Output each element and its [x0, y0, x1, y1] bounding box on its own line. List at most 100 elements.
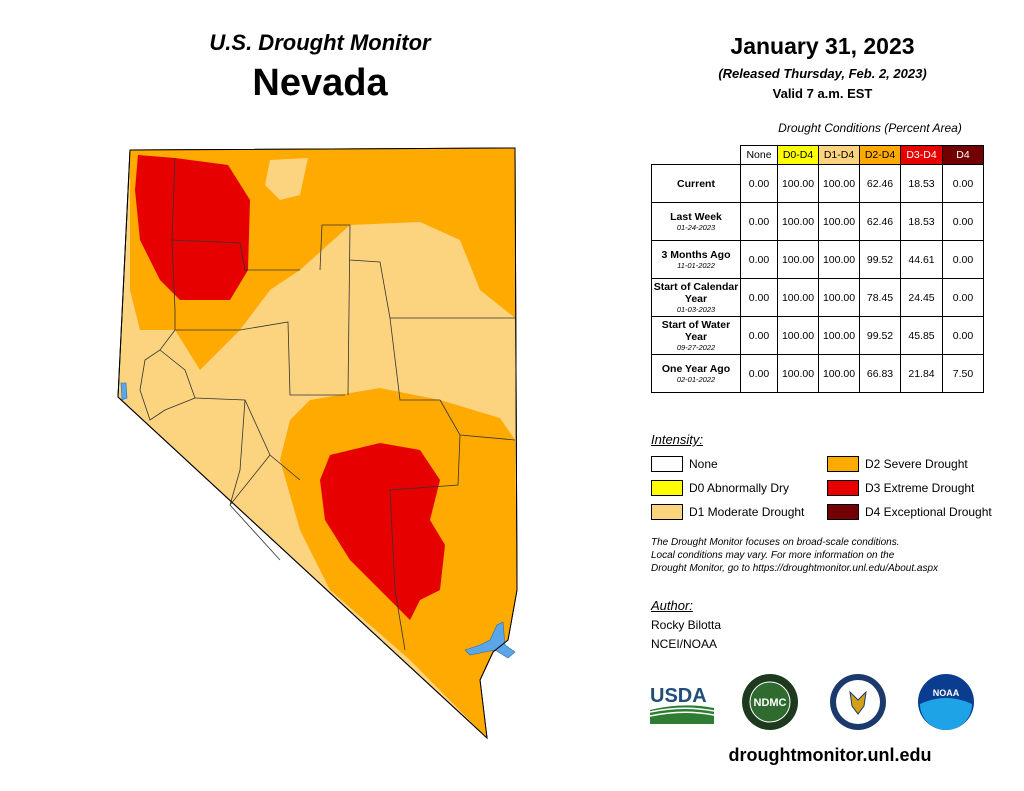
- cell: 100.00: [777, 278, 819, 317]
- cell: 0.00: [740, 354, 778, 393]
- cell: 99.52: [859, 240, 901, 279]
- col-d3-d4: D3-D4: [900, 145, 943, 165]
- col-d1-d4: D1-D4: [818, 145, 860, 165]
- nevada-drought-map: [117, 147, 518, 740]
- cell: 0.00: [740, 164, 778, 203]
- legend-swatch-d0: [651, 480, 683, 496]
- map-date: January 31, 2023: [730, 33, 915, 59]
- usda-logo: USDA: [649, 685, 715, 724]
- cell: 100.00: [818, 354, 860, 393]
- cell: 62.46: [859, 202, 901, 241]
- row-date: 01-24-2023: [676, 223, 716, 232]
- cell: 78.45: [859, 278, 901, 317]
- cell: 24.45: [900, 278, 943, 317]
- legend-swatch-d3: [827, 480, 859, 496]
- d3-south-region: [320, 443, 445, 620]
- row-label: 3 Months Ago 11-01-2022: [651, 240, 741, 279]
- col-d2-d4: D2-D4: [859, 145, 901, 165]
- cell: 45.85: [900, 316, 943, 355]
- legend-label-d4: D4 Exceptional Drought: [865, 505, 992, 519]
- row-label: Start of Calendar Year 01-03-2023: [651, 278, 741, 317]
- d3-north-region: [135, 155, 250, 300]
- valid-time: Valid 7 a.m. EST: [772, 86, 873, 101]
- table-row: Current 0.00 100.00 100.00 62.46 18.53 0…: [651, 164, 984, 203]
- legend-title: Intensity:: [651, 432, 704, 447]
- note-line: The Drought Monitor focuses on broad-sca…: [651, 537, 900, 548]
- cell: 0.00: [942, 278, 984, 317]
- cell: 100.00: [818, 240, 860, 279]
- legend-label-none: None: [689, 457, 718, 471]
- author-title: Author:: [651, 598, 693, 613]
- cell: 100.00: [818, 202, 860, 241]
- table-caption: Drought Conditions (Percent Area): [778, 121, 962, 135]
- legend-swatch-d1: [651, 504, 683, 520]
- legend-label-d2: D2 Severe Drought: [865, 457, 968, 471]
- lake-tahoe: [120, 382, 128, 401]
- row-date: 11-01-2022: [677, 261, 715, 270]
- lake-mead: [464, 621, 516, 659]
- row-label: Last Week 01-24-2023: [651, 202, 741, 241]
- col-d0-d4: D0-D4: [777, 145, 819, 165]
- table-corner: [652, 146, 741, 165]
- cell: 0.00: [942, 240, 984, 279]
- table-header-row: None D0-D4 D1-D4 D2-D4 D3-D4 D4: [652, 145, 984, 165]
- row-date: 09-27-2022: [676, 343, 716, 352]
- cell: 100.00: [777, 202, 819, 241]
- noaa-logo: NOAA: [918, 674, 974, 730]
- legend-swatch-d2: [827, 456, 859, 472]
- cell: 0.00: [740, 202, 778, 241]
- legend-swatch-none: [651, 456, 683, 472]
- monitor-title: U.S. Drought Monitor: [209, 30, 431, 55]
- ndmc-logo-text: NDMC: [754, 697, 787, 709]
- cell: 66.83: [859, 354, 901, 393]
- cell: 100.00: [777, 354, 819, 393]
- state-title: Nevada: [252, 62, 388, 104]
- ndmc-logo: NDMC: [742, 674, 798, 730]
- cell: 21.84: [900, 354, 943, 393]
- site-link[interactable]: droughtmonitor.unl.edu: [728, 745, 932, 765]
- cell: 7.50: [942, 354, 984, 393]
- row-date: 02-01-2022: [676, 375, 716, 384]
- note-line: Drought Monitor, go to https://droughtmo…: [651, 563, 939, 574]
- cell: 18.53: [900, 202, 943, 241]
- cell: 0.00: [740, 278, 778, 317]
- legend-swatch-d4: [827, 504, 859, 520]
- cell: 100.00: [818, 164, 860, 203]
- cell: 100.00: [777, 316, 819, 355]
- cell: 100.00: [777, 240, 819, 279]
- cell: 0.00: [740, 240, 778, 279]
- legend-label-d3: D3 Extreme Drought: [865, 481, 975, 495]
- note-line: Local conditions may vary. For more info…: [651, 550, 895, 561]
- cell: 0.00: [942, 164, 984, 203]
- commerce-seal-logo: [830, 674, 886, 730]
- noaa-logo-text: NOAA: [933, 688, 960, 698]
- table-row: Last Week 01-24-2023 0.00 100.00 100.00 6…: [651, 202, 984, 241]
- col-none: None: [740, 145, 778, 165]
- row-label: Start of Water Year 09-27-2022: [651, 316, 741, 355]
- legend-label-d1: D1 Moderate Drought: [689, 505, 805, 519]
- legend-label-d0: D0 Abnormally Dry: [689, 481, 790, 495]
- cell: 62.46: [859, 164, 901, 203]
- col-d4: D4: [942, 145, 984, 165]
- disclaimer-note: The Drought Monitor focuses on broad-sca…: [651, 536, 1021, 575]
- row-label: Current: [651, 164, 741, 203]
- drought-conditions-table: None D0-D4 D1-D4 D2-D4 D3-D4 D4 Current …: [651, 145, 984, 393]
- table-row: 3 Months Ago 11-01-2022 0.00 100.00 100.0…: [651, 240, 984, 279]
- cell: 100.00: [777, 164, 819, 203]
- author-org: NCEI/NOAA: [651, 637, 718, 651]
- legend: None D0 Abnormally Dry D1 Moderate Droug…: [651, 455, 1021, 525]
- row-label: One Year Ago 02-01-2022: [651, 354, 741, 393]
- cell: 44.61: [900, 240, 943, 279]
- table-row: Start of Water Year 09-27-2022 0.00 100.0…: [651, 316, 984, 355]
- release-date: (Released Thursday, Feb. 2, 2023): [718, 66, 927, 81]
- author-name: Rocky Bilotta: [651, 618, 722, 632]
- usda-logo-text: USDA: [650, 685, 707, 707]
- table-row: Start of Calendar Year 01-03-2023 0.00 10…: [651, 278, 984, 317]
- cell: 99.52: [859, 316, 901, 355]
- cell: 0.00: [942, 316, 984, 355]
- row-date: 01-03-2023: [676, 305, 716, 314]
- cell: 100.00: [818, 316, 860, 355]
- cell: 0.00: [740, 316, 778, 355]
- table-row: One Year Ago 02-01-2022 0.00 100.00 100.0…: [651, 354, 984, 393]
- cell: 0.00: [942, 202, 984, 241]
